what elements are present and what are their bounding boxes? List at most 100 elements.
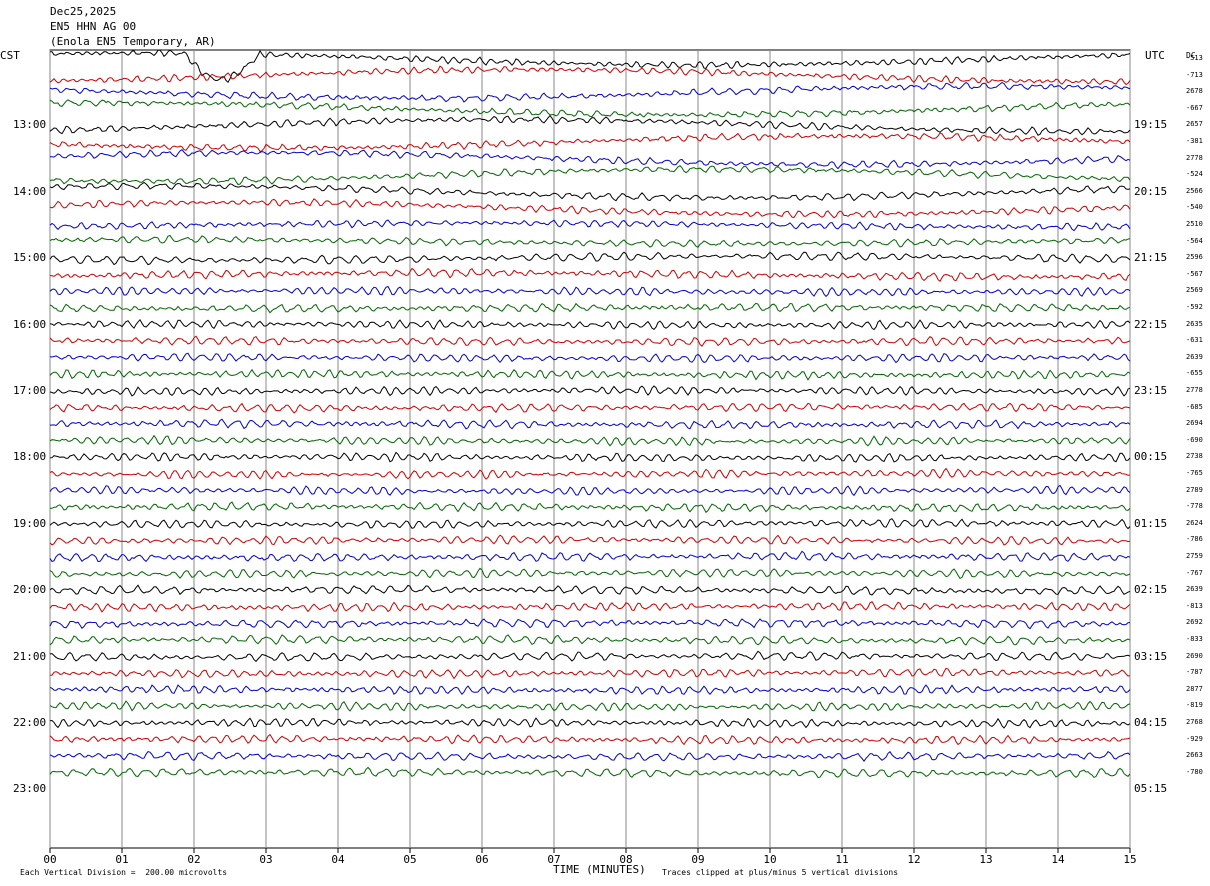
cst-hour-label: 13:00 [13, 118, 47, 132]
dc-offset-label: -929 [1186, 734, 1203, 743]
utc-hour-label: 20:15 [1134, 184, 1168, 198]
dc-offset-label: -765 [1186, 469, 1203, 477]
trace-row-19 [49, 352, 1131, 364]
trace-row-7 [50, 149, 1131, 170]
trace-row-14 [49, 267, 1131, 282]
dc-offset-label: 2768 [1186, 718, 1203, 726]
header-channel: EN5 HHN AG 00 [50, 20, 137, 33]
dc-offset-label: 2639 [1186, 352, 1203, 361]
clip-note: Traces clipped at plus/minus 5 vertical … [662, 868, 899, 877]
x-tick-label: 15 [1123, 853, 1136, 866]
trace-row-23 [49, 418, 1131, 430]
dc-offset-label: 2690 [1186, 651, 1203, 660]
cst-hour-label: 22:00 [13, 716, 47, 729]
utc-hour-label: 02:15 [1134, 583, 1168, 597]
dc-offset-label: -381 [1186, 137, 1203, 145]
trace-row-15 [49, 285, 1131, 298]
trace-row-4 [49, 99, 1131, 118]
x-tick-label: 09 [691, 853, 704, 866]
dc-offset-label: 2624 [1186, 518, 1203, 527]
right-timezone-label: UTC [1145, 49, 1165, 62]
trace-row-2 [49, 65, 1131, 86]
dc-offset-label: 2678 [1186, 87, 1203, 96]
trace-row-28 [49, 501, 1131, 514]
trace-row-24 [49, 434, 1131, 447]
x-tick-label: 04 [331, 853, 345, 866]
x-axis-title: TIME (MINUTES) [553, 863, 646, 876]
dc-offset-label: -567 [1186, 269, 1203, 278]
x-tick-label: 05 [403, 853, 416, 866]
x-tick-label: 02 [187, 853, 200, 866]
x-tick-label: 14 [1051, 853, 1065, 866]
trace-row-34 [49, 601, 1131, 613]
x-tick-label: 11 [835, 853, 848, 866]
dc-header-label: DC [1186, 51, 1196, 60]
x-tick-label: 12 [907, 853, 920, 866]
trace-row-1 [50, 49, 1131, 83]
trace-row-9 [49, 181, 1131, 202]
trace-row-10 [49, 198, 1131, 219]
utc-hour-label: 00:15 [1134, 450, 1168, 464]
trace-row-16 [49, 302, 1131, 314]
dc-offset-label: -767 [1186, 568, 1203, 577]
dc-offset-label: 2877 [1186, 684, 1203, 693]
dc-offset-label: 2778 [1186, 153, 1203, 162]
utc-hour-label: 19:15 [1134, 118, 1168, 132]
utc-hour-label: 04:15 [1134, 716, 1168, 729]
dc-offset-label: -786 [1186, 535, 1203, 544]
trace-row-26 [49, 467, 1131, 480]
trace-row-33 [49, 584, 1131, 596]
dc-offset-label: 2789 [1186, 485, 1203, 494]
x-tick-label: 07 [547, 853, 560, 866]
dc-offset-label: -655 [1186, 369, 1203, 378]
dc-offset-label: 2510 [1186, 220, 1203, 228]
trace-row-12 [49, 234, 1131, 248]
dc-offset-label: -778 [1186, 502, 1203, 511]
dc-offset-label: -540 [1186, 203, 1203, 212]
dc-offset-label: -713 [1186, 70, 1203, 79]
x-tick-label: 08 [619, 853, 632, 866]
trace-row-41 [49, 717, 1131, 729]
cst-hour-label: 23:00 [13, 782, 47, 796]
dc-offset-label: -685 [1186, 402, 1203, 411]
trace-row-32 [49, 567, 1131, 580]
dc-offset-label: -787 [1186, 668, 1203, 677]
dc-offset-label: 2566 [1186, 186, 1203, 195]
x-tick-label: 06 [475, 853, 488, 866]
trace-row-39 [49, 684, 1131, 695]
utc-hour-label: 21:15 [1134, 251, 1168, 265]
utc-hour-label: 01:15 [1134, 516, 1168, 530]
trace-row-36 [49, 634, 1131, 646]
trace-row-42 [49, 733, 1131, 746]
trace-row-3 [49, 81, 1131, 103]
cst-hour-label: 14:00 [13, 184, 47, 198]
trace-row-11 [49, 219, 1131, 232]
dc-offset-label: -690 [1186, 435, 1203, 444]
trace-row-37 [49, 650, 1131, 663]
cst-hour-label: 16:00 [13, 317, 47, 331]
header-station: (Enola EN5 Temporary, AR) [50, 35, 216, 48]
trace-row-20 [49, 368, 1131, 381]
trace-row-6 [49, 132, 1131, 153]
dc-offset-label: 2738 [1186, 452, 1203, 461]
dc-offset-label: -631 [1186, 336, 1203, 345]
trace-row-44 [49, 766, 1131, 779]
x-tick-label: 10 [763, 853, 776, 866]
trace-row-17 [49, 318, 1131, 331]
utc-hour-label: 22:15 [1134, 317, 1168, 331]
trace-row-38 [49, 667, 1131, 680]
dc-offset-label: -513 [1186, 54, 1203, 62]
dc-offset-label: -780 [1186, 767, 1203, 776]
trace-row-40 [49, 700, 1131, 712]
cst-hour-label: 21:00 [13, 649, 47, 663]
dc-offset-label: 2569 [1186, 286, 1203, 295]
trace-row-25 [49, 451, 1131, 463]
dc-offset-label: 2596 [1186, 253, 1203, 262]
header-date: Dec25,2025 [50, 5, 117, 18]
cst-hour-label: 18:00 [13, 450, 47, 464]
trace-row-18 [49, 335, 1131, 347]
dc-offset-label: -833 [1186, 635, 1203, 643]
dc-offset-label: 2639 [1186, 585, 1203, 594]
dc-offset-label: -564 [1186, 236, 1203, 245]
